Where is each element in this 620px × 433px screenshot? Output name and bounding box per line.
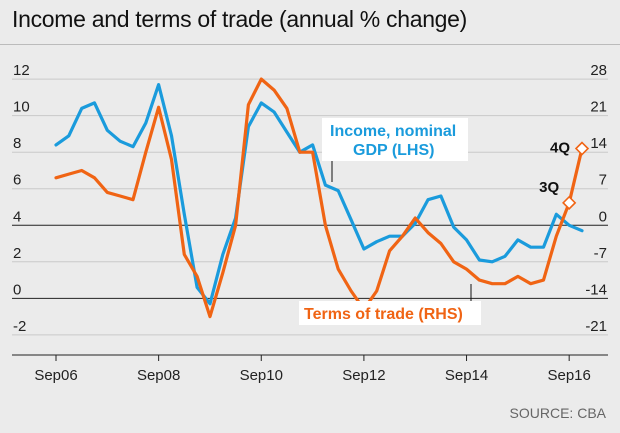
chart-title: Income and terms of trade (annual % chan… [12, 6, 468, 32]
x-tick-label: Sep10 [240, 367, 283, 384]
gdp-series-label-line2: GDP (LHS) [353, 142, 434, 159]
right-tick-label: 21 [590, 99, 607, 116]
right-tick-label: 7 [599, 172, 607, 189]
left-tick-label: 6 [13, 172, 21, 189]
left-tick-label: 10 [13, 99, 30, 116]
left-tick-label: 2 [13, 245, 21, 262]
gdp-label-background [322, 118, 468, 161]
right-tick-label: -21 [585, 318, 607, 335]
left-tick-label: -2 [13, 318, 26, 335]
left-tick-label: 12 [13, 62, 30, 79]
right-tick-label: 28 [590, 62, 607, 79]
gdp-series-line [54, 82, 584, 306]
right-tick-label: -7 [594, 245, 607, 262]
x-tick-label: Sep06 [34, 367, 77, 384]
x-tick-label: Sep12 [342, 367, 385, 384]
x-tick-label: Sep14 [445, 367, 488, 384]
right-tick-label: 0 [599, 208, 607, 225]
annotation-label-4q: 4Q [550, 140, 570, 157]
tot-series-label: Terms of trade (RHS) [304, 306, 463, 323]
tot-series-line [54, 77, 584, 319]
right-tick-label: -14 [585, 281, 607, 298]
left-tick-label: 8 [13, 135, 21, 152]
marker-4q [574, 141, 590, 156]
left-tick-label: 0 [13, 281, 21, 298]
gdp-series-label-line1: Income, nominal [330, 123, 456, 140]
tot-label-background [299, 301, 481, 325]
marker-3q [562, 195, 577, 210]
x-tick-label: Sep16 [547, 367, 590, 384]
title-divider [0, 44, 620, 45]
annotation-label-3q: 3Q [539, 179, 559, 196]
x-tick-label: Sep08 [137, 367, 180, 384]
left-tick-label: 4 [13, 208, 21, 225]
right-tick-label: 14 [590, 135, 607, 152]
source-note: SOURCE: CBA [509, 405, 606, 421]
